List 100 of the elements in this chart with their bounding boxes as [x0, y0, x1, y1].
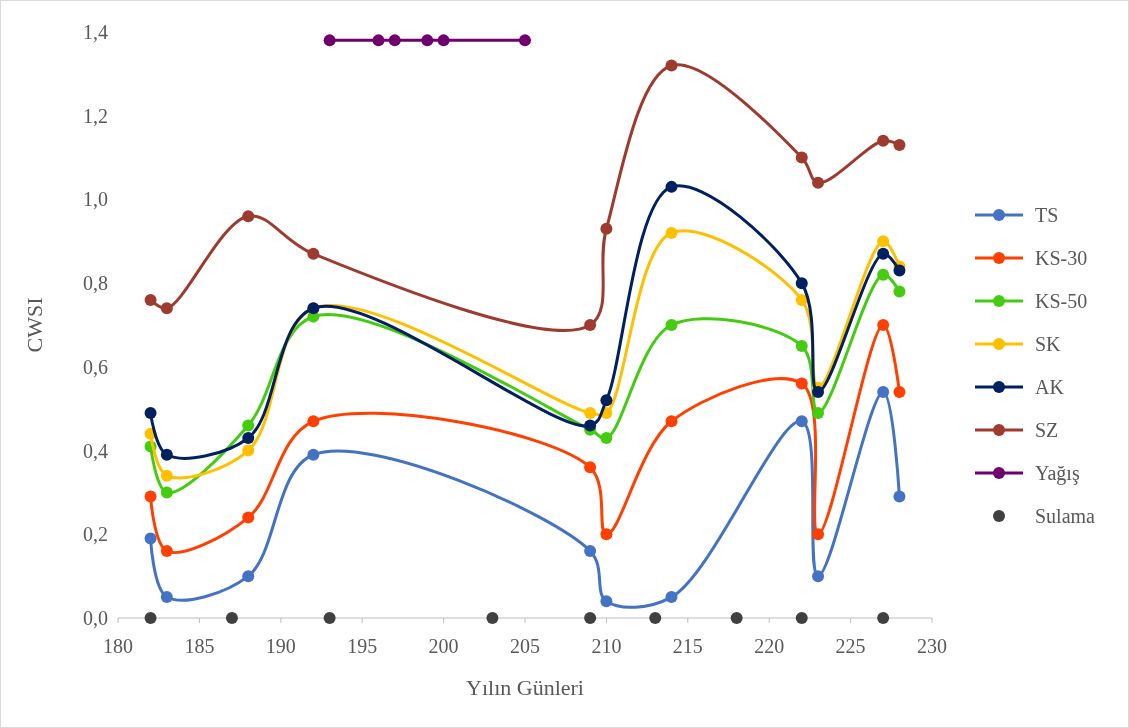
x-axis-title: Yılın Günleri	[466, 675, 584, 700]
point	[323, 34, 336, 47]
y-tick-label: 0,0	[83, 607, 108, 629]
point	[144, 532, 157, 545]
point	[812, 406, 825, 419]
legend-label: KS-50	[1035, 290, 1088, 312]
point	[665, 319, 678, 331]
point	[877, 319, 890, 331]
point	[242, 511, 255, 524]
point	[665, 180, 678, 193]
point	[665, 226, 678, 239]
point	[372, 34, 385, 47]
point	[877, 247, 890, 260]
x-tick-label: 180	[103, 635, 133, 657]
y-axis-title: CWSI	[22, 297, 47, 353]
y-tick-label: 1,4	[83, 21, 108, 43]
point	[795, 415, 808, 428]
point	[486, 612, 499, 624]
x-tick-label: 200	[428, 635, 459, 657]
x-tick-label: 190	[265, 635, 296, 657]
point	[877, 134, 890, 147]
point	[144, 612, 157, 624]
legend-label: KS-30	[1035, 247, 1088, 269]
point	[600, 432, 613, 445]
y-tick-label: 0,6	[83, 355, 108, 378]
point	[584, 419, 597, 432]
point	[388, 34, 401, 47]
point	[795, 151, 808, 164]
point	[584, 461, 597, 474]
point	[421, 34, 434, 47]
point	[437, 34, 450, 47]
point	[893, 490, 906, 503]
point	[893, 285, 906, 298]
point	[144, 406, 157, 419]
point	[795, 293, 808, 306]
point	[795, 339, 808, 352]
x-tick-label: 210	[591, 635, 622, 657]
point	[730, 612, 743, 624]
point	[649, 612, 662, 624]
point	[812, 570, 825, 583]
point	[225, 612, 238, 624]
y-tick-label: 1,0	[83, 188, 108, 211]
point	[893, 385, 906, 398]
point	[812, 528, 825, 541]
legend-label: TS	[1035, 204, 1059, 226]
point	[584, 545, 597, 558]
legend-label: Sulama	[1035, 505, 1096, 527]
point	[795, 277, 808, 290]
x-tick-label: 215	[672, 635, 703, 657]
point	[242, 444, 255, 457]
x-tick-label: 185	[184, 635, 215, 657]
point	[519, 34, 531, 47]
point	[584, 406, 597, 419]
point	[144, 293, 157, 306]
point	[600, 595, 613, 608]
point	[584, 612, 597, 624]
x-tick-label: 225	[835, 635, 866, 657]
point	[242, 210, 255, 223]
point	[795, 377, 808, 390]
y-tick-label: 0,2	[83, 523, 108, 546]
point	[795, 612, 808, 624]
point	[665, 415, 678, 428]
point	[665, 59, 678, 72]
y-tick-label: 1,2	[83, 104, 108, 127]
x-tick-label: 195	[347, 635, 378, 657]
point	[323, 612, 336, 624]
point	[893, 264, 906, 277]
y-tick-label: 0,4	[83, 439, 108, 462]
point	[144, 490, 157, 503]
point	[877, 235, 890, 248]
point	[877, 385, 890, 398]
point	[600, 222, 613, 235]
point	[160, 591, 173, 604]
x-tick-label: 220	[754, 635, 785, 657]
point	[877, 612, 890, 624]
point	[584, 319, 597, 331]
point	[160, 302, 173, 315]
point	[307, 415, 320, 428]
point	[242, 419, 255, 432]
legend-label: SK	[1035, 333, 1062, 355]
point	[242, 432, 255, 445]
point	[160, 448, 173, 461]
point	[812, 385, 825, 398]
legend-label: AK	[1035, 376, 1065, 398]
x-tick-label: 205	[510, 635, 540, 657]
point	[812, 176, 825, 189]
point	[893, 139, 906, 152]
point	[600, 528, 613, 541]
point	[877, 268, 890, 281]
point	[600, 394, 613, 407]
point	[307, 247, 320, 260]
point	[160, 486, 173, 499]
point	[160, 469, 173, 482]
point	[160, 545, 173, 558]
legend-label: SZ	[1035, 419, 1059, 441]
point	[307, 448, 320, 461]
x-tick-label: 230	[917, 635, 947, 657]
legend-label: Yağış	[1035, 462, 1080, 485]
point	[242, 570, 255, 583]
y-tick-label: 0,8	[83, 272, 108, 295]
